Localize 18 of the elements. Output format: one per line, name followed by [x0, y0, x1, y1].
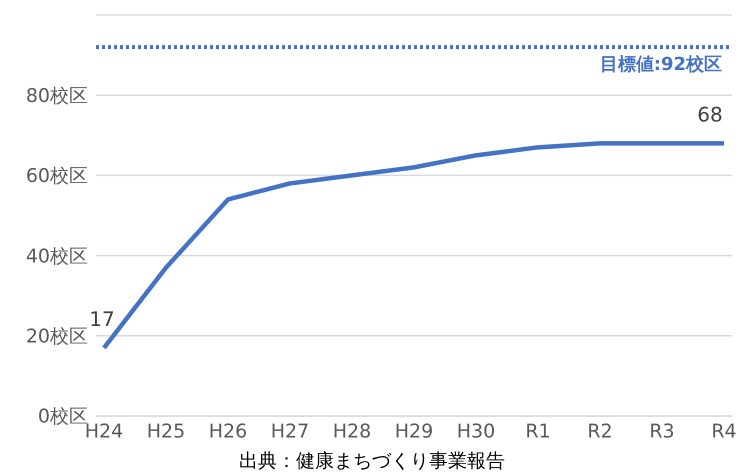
y-tick-label: 80校区 — [26, 84, 88, 107]
source-note: 出典：健康まちづくり事業報告 — [238, 449, 506, 474]
y-tick-label: 40校区 — [26, 245, 88, 268]
x-tick-label: H28 — [332, 420, 372, 442]
x-tick-label: H27 — [270, 420, 310, 442]
data-label: 17 — [89, 306, 115, 331]
x-tick-label: H25 — [146, 420, 186, 442]
x-tick-label: R2 — [587, 420, 613, 442]
x-tick-label: H30 — [456, 420, 496, 442]
y-tick-label: 60校区 — [26, 165, 88, 188]
x-tick-label: R3 — [649, 420, 675, 442]
y-tick-label: 20校区 — [26, 326, 88, 348]
x-tick-label: R4 — [711, 420, 737, 442]
x-tick-label: H26 — [208, 420, 248, 442]
data-label: 68 — [697, 102, 723, 126]
x-tick-label: R1 — [525, 420, 551, 442]
x-tick-label: H29 — [394, 420, 434, 442]
ref-line-label: 目標値:92校区 — [600, 54, 722, 75]
